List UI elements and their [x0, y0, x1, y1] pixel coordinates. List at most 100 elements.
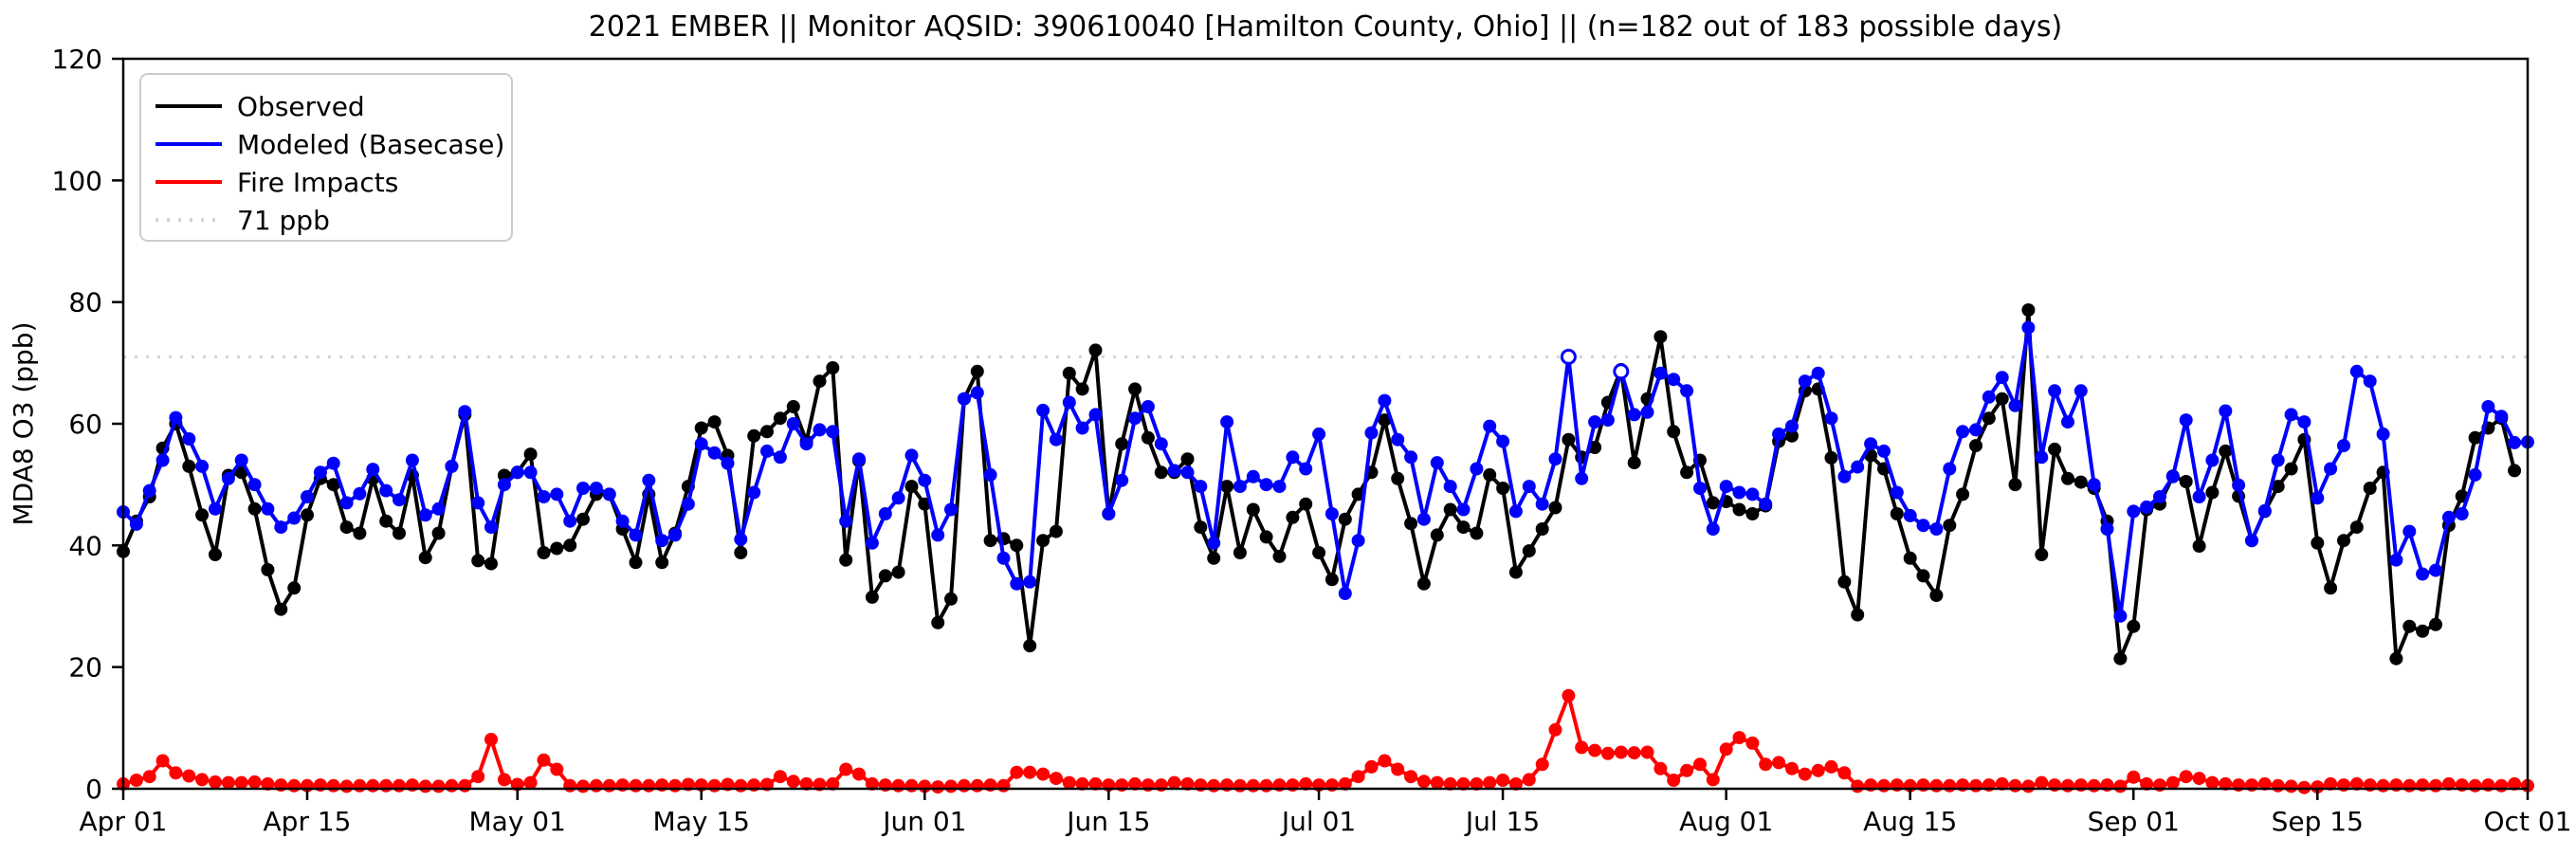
series-marker	[642, 473, 656, 487]
series-marker	[1837, 766, 1852, 780]
series-marker	[353, 526, 367, 540]
series-marker	[2349, 520, 2364, 535]
series-marker	[2074, 384, 2088, 398]
series-marker	[287, 778, 301, 793]
series-marker	[668, 528, 682, 542]
series-marker	[1588, 743, 1602, 757]
series-marker	[1535, 757, 1549, 772]
series-marker	[2311, 536, 2325, 550]
series-marker	[1851, 608, 1865, 622]
series-marker	[2508, 464, 2522, 478]
series-marker	[1102, 507, 1116, 520]
series-marker	[2035, 775, 2049, 790]
series-marker	[339, 520, 354, 535]
series-marker	[1075, 421, 1089, 435]
series-marker	[1837, 469, 1852, 483]
series-marker	[2416, 567, 2430, 581]
series-marker	[2257, 776, 2272, 791]
series-marker	[1062, 775, 1076, 790]
y-tick-label: 120	[52, 44, 102, 75]
series-marker	[2402, 778, 2417, 793]
series-marker	[826, 425, 840, 439]
series-marker	[1548, 722, 1562, 737]
series-marker	[852, 767, 866, 781]
series-marker	[182, 769, 196, 783]
series-marker	[2284, 462, 2298, 476]
series-marker	[2429, 563, 2442, 577]
series-marker	[1772, 756, 1786, 770]
series-marker	[1785, 428, 1799, 443]
x-tick-label: Sep 01	[2088, 806, 2180, 837]
series-marker	[234, 775, 248, 790]
series-marker	[1180, 465, 1195, 480]
series-marker	[2048, 442, 2062, 456]
series-marker	[1075, 382, 1089, 396]
series-marker	[523, 775, 538, 790]
series-marker	[773, 411, 787, 426]
series-marker	[1259, 530, 1273, 544]
axes: Apr 01 Apr 15 May 01 May 15 Jun 01 Jun 15 Jul …	[52, 44, 2572, 837]
series-marker	[1141, 430, 1155, 445]
series-marker	[1246, 502, 1260, 517]
series-marker	[1325, 507, 1339, 520]
x-tick-label: May 01	[469, 806, 566, 837]
series-marker	[2297, 780, 2311, 794]
series-marker	[1470, 526, 1484, 540]
fire-impacts-series	[117, 688, 2534, 794]
series-marker	[353, 778, 367, 793]
series-marker	[1653, 366, 1668, 380]
series-marker	[1982, 411, 1996, 426]
series-marker	[2402, 619, 2417, 633]
series-marker	[2271, 480, 2285, 494]
series-marker	[760, 444, 774, 458]
series-marker	[142, 483, 156, 498]
series-marker	[2481, 400, 2495, 413]
series-marker	[2140, 500, 2154, 514]
series-marker	[2008, 478, 2022, 492]
series-marker	[1851, 779, 1865, 793]
series-marker	[379, 778, 393, 793]
series-marker	[497, 478, 511, 492]
series-marker	[142, 770, 156, 784]
plot-area	[117, 303, 2534, 794]
series-marker	[2508, 435, 2522, 449]
series-marker	[301, 490, 314, 503]
series-marker	[1049, 432, 1063, 447]
series-marker	[1010, 765, 1024, 779]
series-marker	[931, 528, 945, 542]
series-marker	[2284, 779, 2298, 793]
series-marker	[707, 415, 722, 429]
series-marker	[2113, 651, 2128, 666]
series-marker	[2165, 775, 2180, 790]
series-marker	[2021, 779, 2036, 793]
series-marker	[471, 554, 485, 568]
series-marker	[2349, 364, 2364, 378]
series-marker	[523, 447, 538, 462]
legend-item-label: Fire Impacts	[237, 167, 398, 198]
series-marker	[1943, 519, 1957, 533]
series-marker	[878, 507, 892, 520]
series-marker	[1128, 411, 1142, 426]
series-marker	[1508, 776, 1523, 791]
y-tick-label: 60	[68, 409, 102, 440]
series-marker	[1745, 507, 1760, 520]
series-marker	[1378, 413, 1392, 428]
series-marker	[195, 773, 210, 787]
series-marker	[431, 526, 446, 540]
series-marker	[1575, 740, 1589, 755]
series-marker	[629, 556, 643, 570]
series-marker	[2127, 504, 2141, 519]
series-marker	[2363, 374, 2377, 389]
series-marker	[261, 776, 275, 791]
series-marker	[1233, 480, 1247, 494]
series-marker	[865, 590, 879, 604]
series-marker	[1640, 745, 1654, 759]
series-marker	[2100, 522, 2114, 536]
series-marker	[2179, 475, 2193, 488]
series-marker	[1785, 419, 1799, 433]
series-marker	[1627, 456, 1641, 470]
series-marker	[1443, 776, 1457, 791]
series-marker	[734, 546, 748, 559]
legend-item-label: 71 ppb	[237, 205, 330, 236]
